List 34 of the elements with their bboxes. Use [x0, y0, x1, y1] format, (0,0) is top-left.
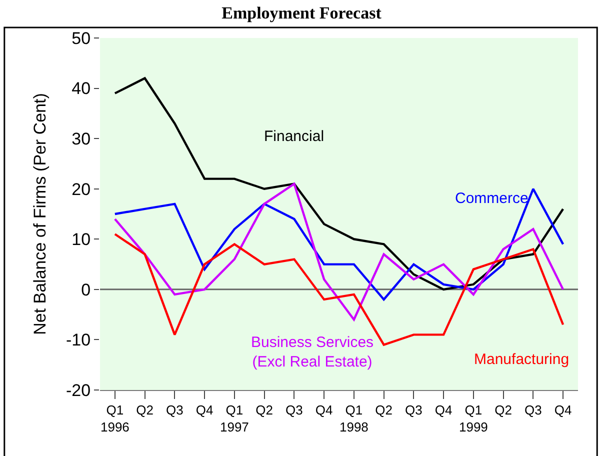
x-tick-label: Q3 — [166, 402, 184, 418]
y-tick-label: -10 — [66, 330, 91, 350]
y-tick-label: 40 — [72, 79, 91, 98]
x-tick-label: Q4 — [554, 402, 572, 418]
y-tick-label: 0 — [81, 280, 91, 300]
x-tick-label: Q4 — [196, 402, 214, 418]
x-tick-label: Q1 1999 — [458, 402, 488, 434]
x-tick-label: Q3 — [286, 402, 303, 418]
line-series — [114, 182, 564, 321]
y-tick-label: 10 — [72, 230, 91, 250]
series-label: Manufacturing — [474, 351, 570, 368]
x-tick-label: Q1 1996 — [100, 402, 130, 434]
x-tick-label: Q2 — [256, 402, 273, 418]
x-tick-label: Q4 — [434, 402, 452, 418]
x-tick-label: Q2 — [375, 402, 392, 418]
series-label: Business Services (Excl Real Estate) — [251, 334, 374, 370]
line-series — [114, 233, 564, 346]
text: Financial — [264, 128, 324, 145]
x-tick-label: Q3 — [405, 402, 422, 418]
x-tick-label: Q2 — [494, 402, 512, 418]
x-tick-label: Q1 1997 — [220, 402, 249, 434]
y-tick-label: 30 — [72, 130, 91, 149]
y-tick-label: 50 — [72, 28, 91, 48]
line-series — [114, 188, 564, 301]
y-axis-title: Net Balance of Firms (Per Cent) — [30, 93, 50, 335]
line-series — [114, 77, 564, 291]
chart-title: Employment Forecast — [222, 4, 382, 23]
x-tick-label: Q3 — [524, 402, 542, 418]
x-tick-label: Q1 1998 — [339, 402, 368, 434]
y-tick-label: 20 — [72, 180, 91, 199]
series-label: Commerce — [455, 190, 528, 207]
x-tick-label: Q4 — [315, 402, 333, 418]
y-tick-label: -20 — [66, 380, 91, 400]
x-tick-label: Q2 — [136, 402, 154, 418]
